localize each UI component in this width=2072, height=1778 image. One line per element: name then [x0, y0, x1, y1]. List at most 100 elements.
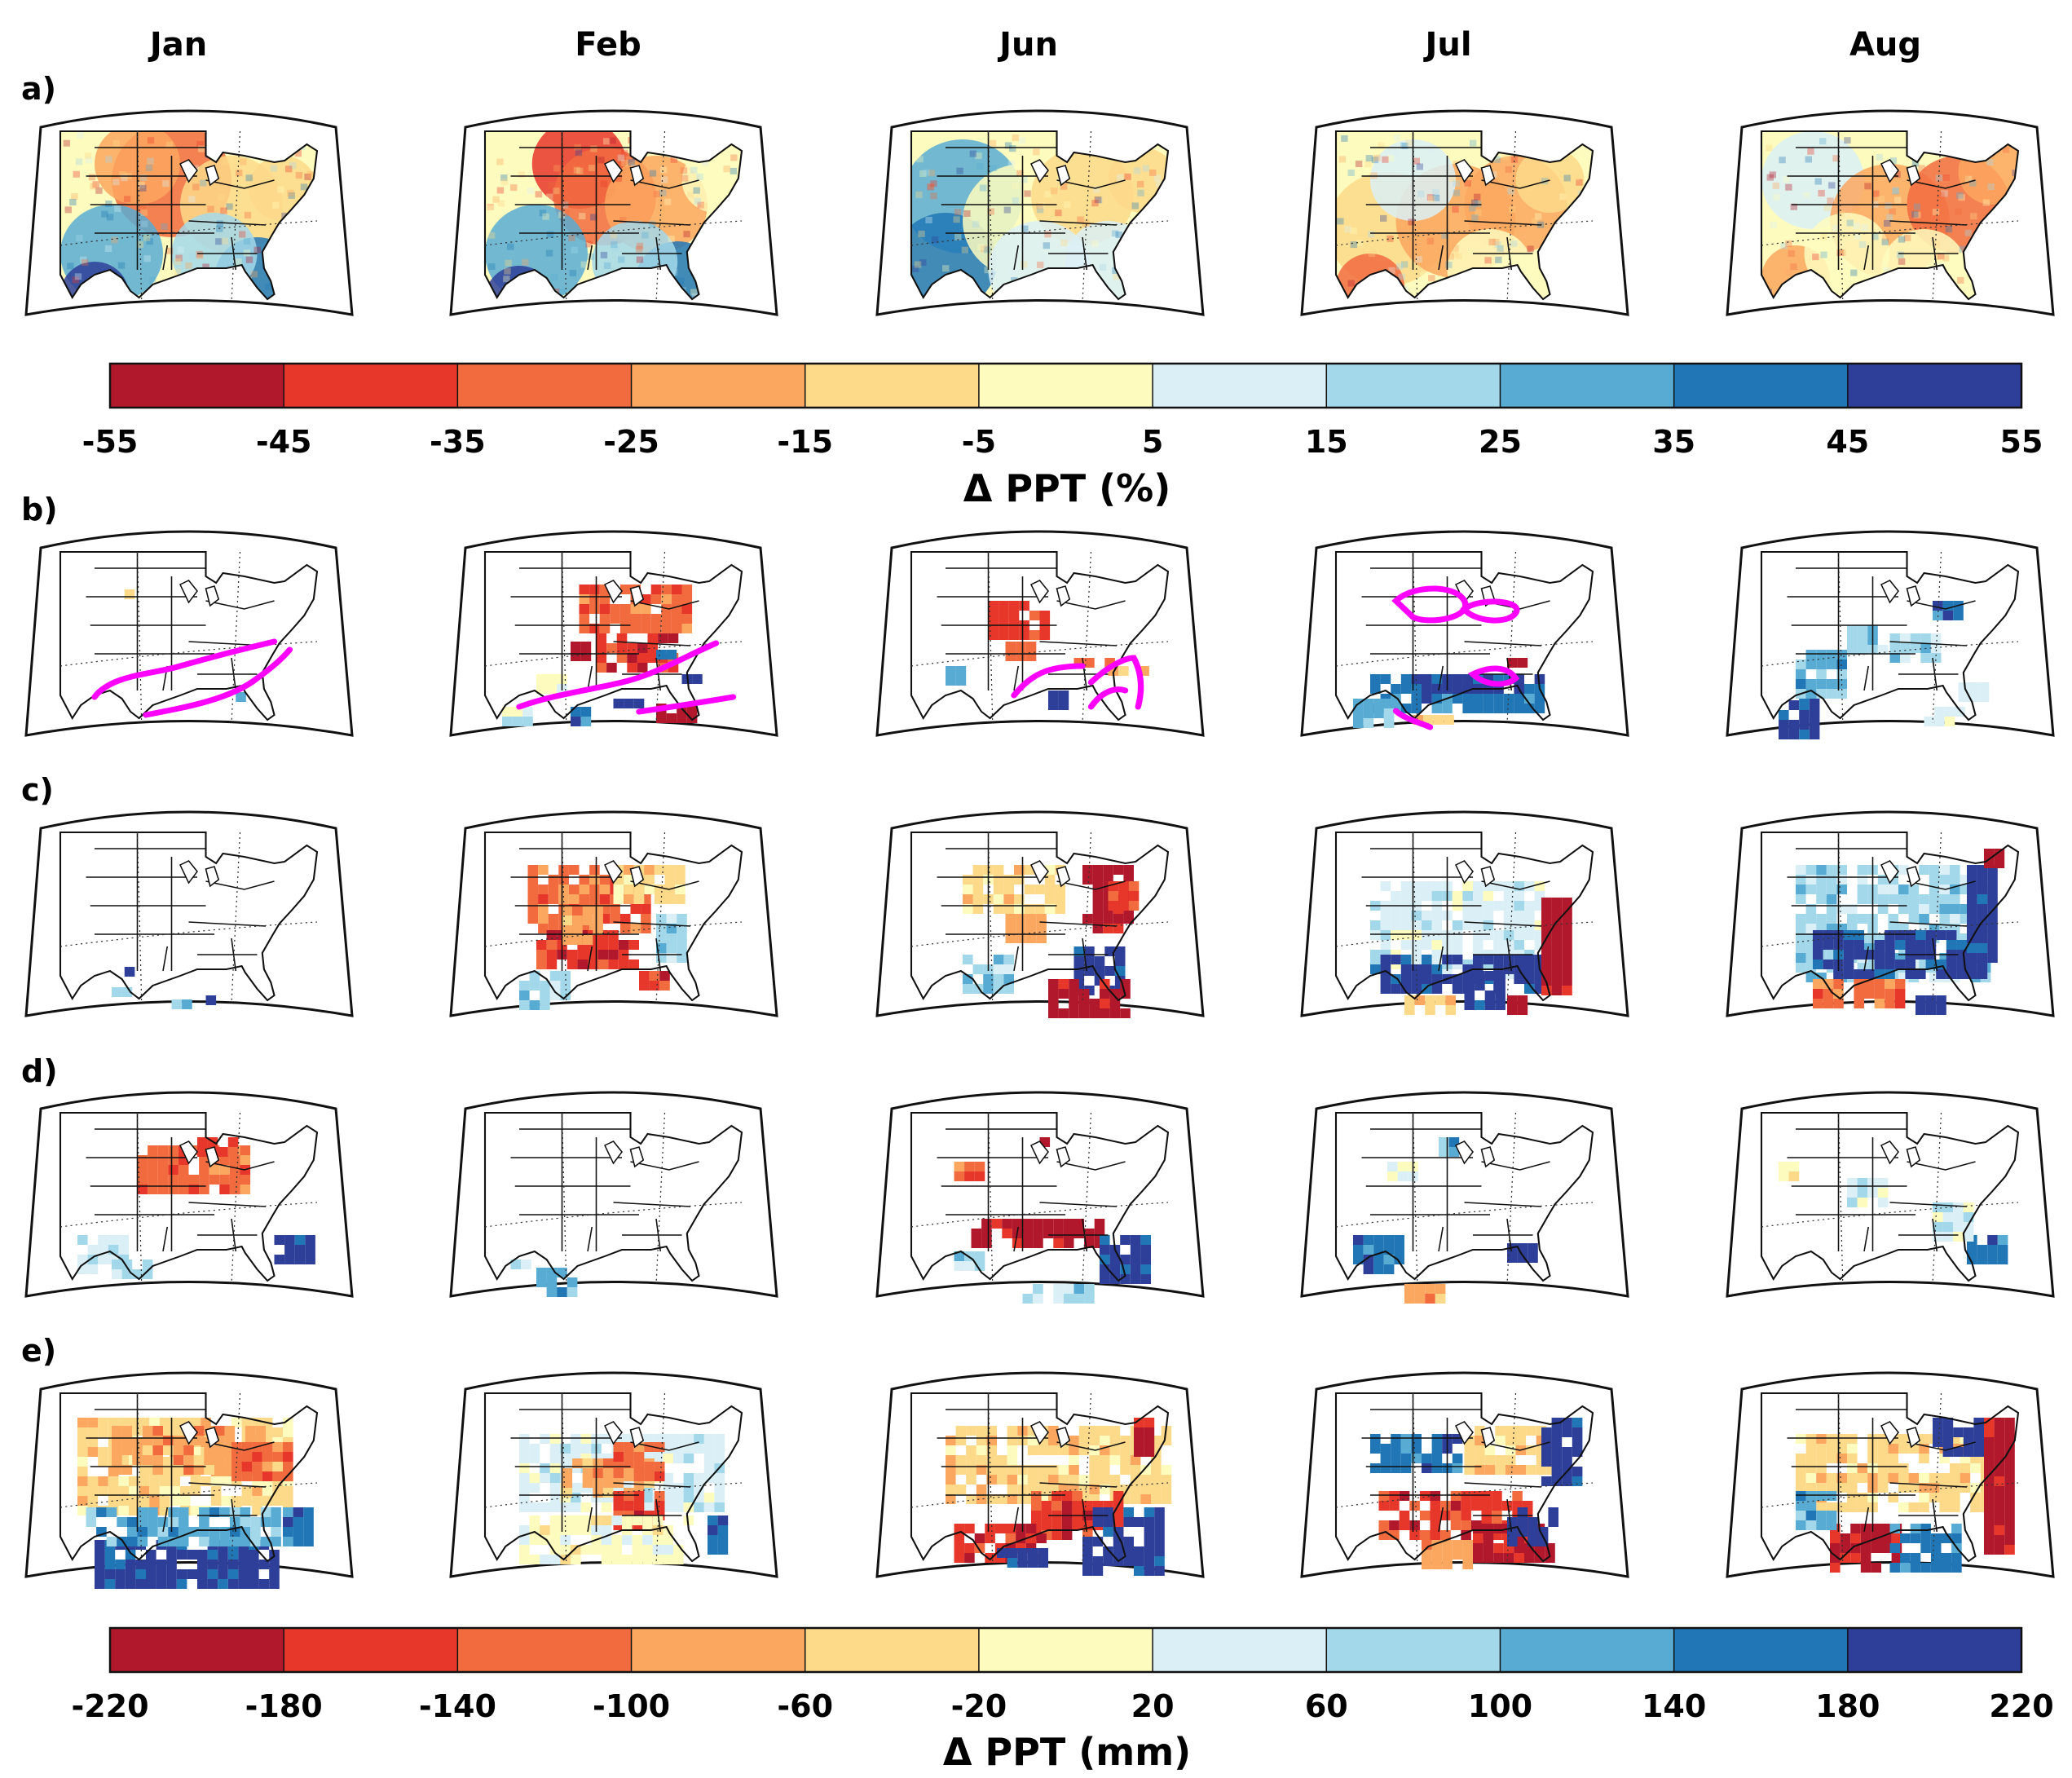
grid-cell [1419, 1491, 1431, 1501]
grid-cell [1984, 1418, 1995, 1427]
grid-cell [1908, 904, 1920, 914]
grid-cell [1002, 1219, 1012, 1229]
grid-cell [1891, 1553, 1902, 1563]
grid-cell [568, 894, 580, 904]
grid-cell [129, 1418, 139, 1427]
grid-cell [1411, 911, 1422, 920]
grid-cell [1493, 704, 1504, 713]
grid-cell [86, 1517, 97, 1527]
grid-cell [963, 885, 973, 894]
grid-cell [1383, 708, 1395, 718]
grid-cell [1994, 1427, 2005, 1437]
grid-cell [661, 594, 672, 604]
grid-cell [1816, 1511, 1827, 1520]
grid-cell [293, 1537, 304, 1546]
grid-cell [1910, 643, 1921, 653]
grid-cell [540, 1434, 550, 1444]
grid-cell [656, 924, 667, 933]
grid-cell [1370, 1463, 1381, 1473]
grid-cell [1826, 914, 1837, 924]
grid-cell [1154, 1527, 1165, 1537]
grid-cell [1038, 1465, 1048, 1475]
grid-cell [1514, 901, 1524, 911]
grid-cell [1933, 1212, 1943, 1222]
grid-cell [283, 1527, 293, 1537]
grid-cell [644, 1442, 655, 1452]
grid-cell [1816, 650, 1827, 660]
grid-cell [624, 699, 634, 708]
grid-cell [981, 1229, 992, 1238]
grid-cell [1051, 1530, 1062, 1540]
grid-cell [1123, 1556, 1134, 1566]
colorbar-percent-tick-label: -15 [777, 424, 833, 460]
grid-cell [1898, 1502, 1909, 1512]
grid-cell [703, 1493, 715, 1502]
grid-cell [572, 906, 583, 915]
grid-cell [1120, 1235, 1131, 1245]
grid-cell [1391, 984, 1401, 994]
grid-cell [1048, 700, 1059, 710]
grid-cell [1551, 1427, 1563, 1437]
grid-cell [1048, 1475, 1059, 1485]
map-frame [1300, 1091, 1629, 1298]
grid-cell [1100, 1235, 1110, 1245]
grid-cell [1987, 914, 1998, 924]
grid-cell [654, 894, 665, 904]
grid-cell [976, 1494, 987, 1504]
grid-cell [1493, 930, 1504, 940]
grid-cell [1823, 999, 1834, 1008]
grid-cell [954, 1524, 965, 1533]
grid-cell [1816, 660, 1827, 669]
grid-cell [1033, 1238, 1043, 1248]
grid-cell [1572, 1467, 1583, 1476]
grid-cell [1816, 1473, 1827, 1483]
grid-cell [571, 1515, 581, 1525]
grid-cell [1877, 904, 1889, 914]
grid-cell [129, 1486, 139, 1496]
grid-cell [1120, 1255, 1131, 1264]
grid-cell [1826, 875, 1837, 885]
grid-cell [681, 604, 693, 614]
grid-cell [527, 875, 539, 885]
grid-cell [1514, 940, 1524, 950]
grid-cell [1431, 920, 1443, 930]
grid-cell [692, 674, 703, 684]
grid-cell [966, 1455, 976, 1465]
grid-cell [1378, 1520, 1390, 1530]
grid-cell [1363, 1264, 1374, 1274]
grid-cell [650, 614, 662, 624]
grid-cell [1069, 1455, 1079, 1465]
grid-cell [180, 1486, 191, 1496]
grid-cell [954, 1533, 965, 1543]
grid-cell [1796, 865, 1806, 875]
grid-cell [1431, 881, 1443, 891]
significance-contour [1011, 655, 1144, 710]
grid-cell [283, 1442, 293, 1452]
grid-cell [529, 981, 540, 990]
grid-cell [1435, 1294, 1446, 1304]
grid-cell [536, 1277, 547, 1287]
grid-cell [272, 1427, 283, 1437]
grid-cell [582, 915, 593, 925]
grid-cell [1092, 924, 1104, 933]
grid-cell [633, 699, 645, 708]
grid-cell [582, 1458, 593, 1468]
colorbar-percent-swatch [284, 364, 458, 408]
grid-cell [1953, 1212, 1964, 1222]
grid-cell [229, 1185, 240, 1194]
grid-cell [1019, 630, 1029, 640]
grid-cell [560, 1502, 571, 1512]
grid-cell [981, 1238, 992, 1248]
grid-cell [1051, 1520, 1062, 1530]
grid-cell [1900, 643, 1911, 653]
grid-cell [1144, 1418, 1155, 1427]
grid-cell [1958, 692, 1969, 702]
grid-cell [1984, 1506, 1995, 1515]
grid-cell [538, 904, 549, 914]
grid-cell [963, 894, 973, 904]
grid-cell [1430, 1511, 1441, 1520]
grid-cell [666, 713, 677, 723]
grid-cell [1924, 717, 1935, 726]
grid-cell [1038, 1475, 1048, 1485]
grid-cell [1092, 865, 1104, 875]
